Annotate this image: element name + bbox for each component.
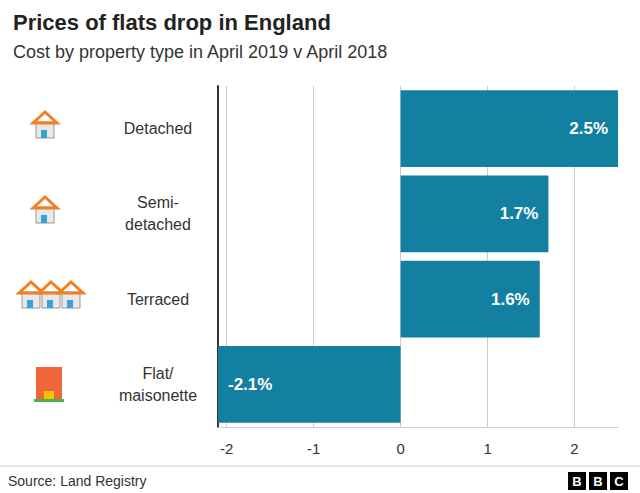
svg-text:Source: Land Registry: Source: Land Registry xyxy=(8,473,147,489)
svg-text:Prices of flats drop in Englan: Prices of flats drop in England xyxy=(13,10,331,35)
svg-text:2: 2 xyxy=(570,440,578,457)
svg-text:Semi-: Semi- xyxy=(137,194,179,211)
svg-text:Flat/: Flat/ xyxy=(142,365,174,382)
svg-text:0: 0 xyxy=(396,440,404,457)
svg-text:-1: -1 xyxy=(307,440,320,457)
svg-text:detached: detached xyxy=(125,216,191,233)
svg-text:C: C xyxy=(614,474,624,489)
svg-text:1: 1 xyxy=(483,440,491,457)
svg-text:Detached: Detached xyxy=(124,120,193,137)
svg-text:B: B xyxy=(572,474,581,489)
svg-text:1.7%: 1.7% xyxy=(500,204,539,223)
svg-text:Cost by property type in April: Cost by property type in April 2019 v Ap… xyxy=(13,42,387,62)
svg-text:-2.1%: -2.1% xyxy=(228,375,272,394)
svg-text:1.6%: 1.6% xyxy=(491,290,530,309)
svg-text:Terraced: Terraced xyxy=(127,291,189,308)
svg-text:B: B xyxy=(593,474,602,489)
svg-text:-2: -2 xyxy=(220,440,233,457)
svg-text:maisonette: maisonette xyxy=(119,387,197,404)
svg-text:2.5%: 2.5% xyxy=(569,119,608,138)
